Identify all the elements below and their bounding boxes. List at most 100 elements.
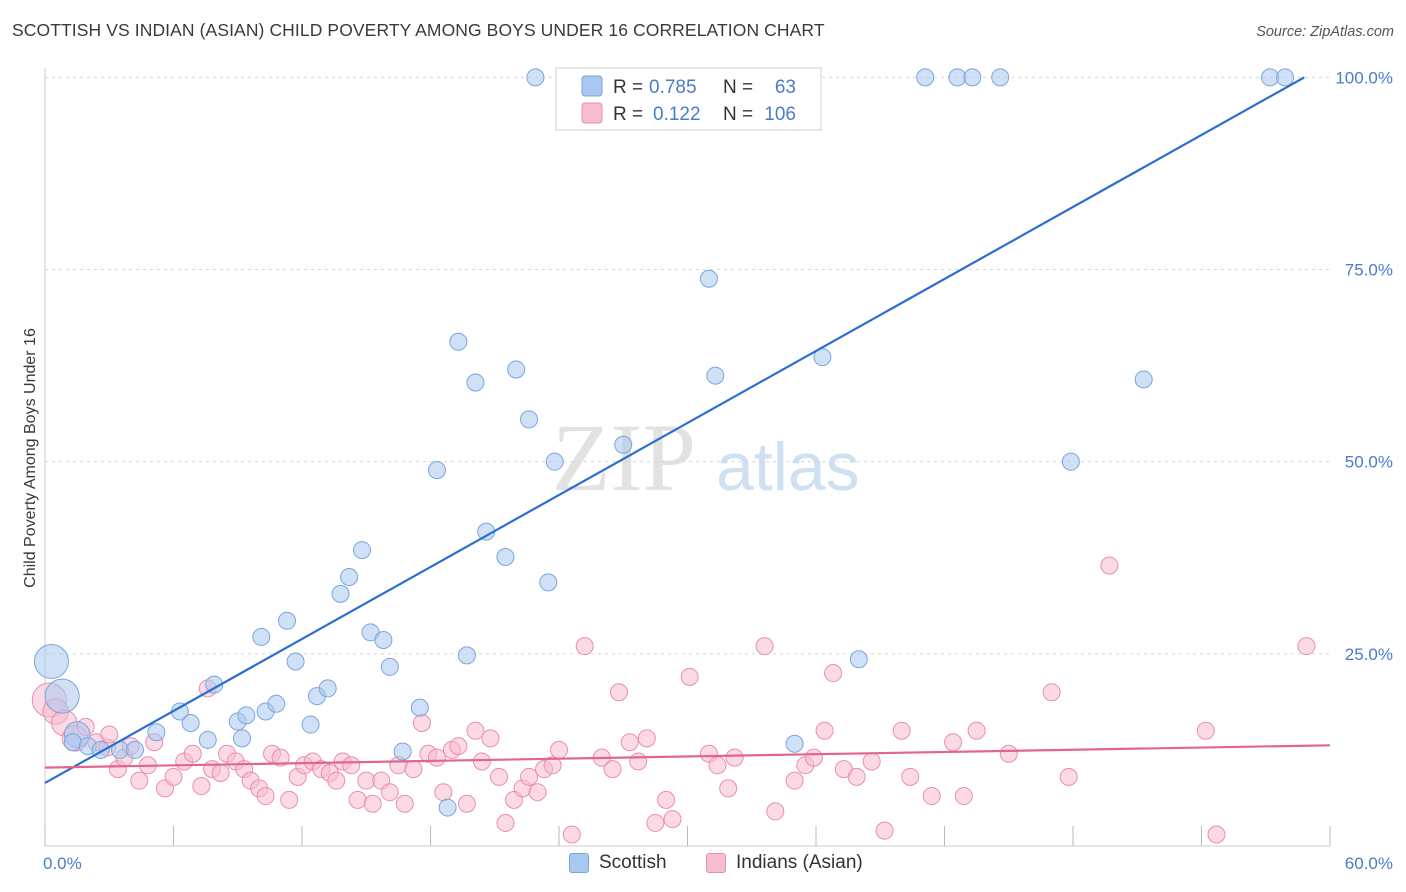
indian-point [427, 748, 446, 767]
scottish-point [318, 679, 337, 698]
indian-point [412, 714, 431, 733]
indian-point [380, 783, 399, 802]
indian-point [457, 794, 476, 813]
indian-point [528, 783, 547, 802]
legend-swatch-scottish [581, 75, 603, 97]
indian-point [967, 721, 986, 740]
indian-point [954, 787, 973, 806]
scottish-point [849, 650, 868, 669]
scottish-point [520, 410, 539, 429]
scottish-point [963, 68, 982, 87]
indian-point [520, 767, 539, 786]
indian-point [657, 790, 676, 809]
indian-point [543, 756, 562, 775]
scottish-point [457, 646, 476, 665]
scottish-point [340, 567, 359, 586]
scottish-point [125, 740, 144, 759]
scottish-point [438, 798, 457, 817]
indian-point [804, 748, 823, 767]
bottom-legend-swatch-scottish [569, 853, 589, 873]
scottish-point [147, 723, 166, 742]
scottish-point [1276, 68, 1295, 87]
indian-point [211, 763, 230, 782]
bottom-legend-scottish: Scottish [569, 852, 667, 874]
indian-point [550, 740, 568, 759]
scottish-point [374, 631, 393, 650]
indian-point [449, 737, 468, 756]
series-indian-points [31, 556, 1316, 844]
indian-point [999, 744, 1018, 763]
indian-point [562, 825, 581, 844]
scottish-point [466, 373, 485, 392]
y-tick-label: 75.0% [1345, 261, 1393, 280]
legend-r-value: 0.122 [653, 104, 701, 125]
legend-r-label: R = [613, 104, 643, 125]
bottom-legend-label-indian: Indians (Asian) [736, 852, 863, 873]
trend-lines [44, 76, 1331, 784]
y-tick-label: 100.0% [1335, 68, 1393, 87]
indian-point [719, 779, 738, 798]
legend-n-label: N = [723, 104, 753, 125]
indian-point [348, 790, 367, 809]
scottish-point [948, 68, 967, 87]
legend-r-value: 0.785 [649, 77, 697, 98]
indian-point [183, 744, 202, 763]
scottish-point [1261, 68, 1280, 87]
indian-point [404, 760, 423, 779]
x-tick-label: 60.0% [1345, 854, 1393, 873]
indian-point [490, 767, 509, 786]
scottish-point [63, 733, 82, 752]
y-tick-label: 25.0% [1345, 645, 1393, 664]
source-label: Source: ZipAtlas.com [1256, 24, 1394, 40]
scottish-point [237, 706, 256, 725]
legend-n-label: N = [723, 77, 753, 98]
indian-point [609, 683, 628, 702]
indian-point [708, 756, 727, 775]
y-tick-labels: 25.0% 50.0% 75.0% 100.0% [1335, 68, 1393, 663]
indian-point [164, 767, 183, 786]
indian-point [280, 790, 299, 809]
scottish-point [699, 269, 718, 288]
watermark: ZIP atlas [552, 404, 860, 511]
scottish-point [545, 452, 564, 471]
scottish-point [614, 435, 633, 454]
indian-point [755, 637, 774, 656]
indian-point [192, 777, 211, 796]
trend-line-scottish [44, 76, 1305, 784]
chart-title: SCOTTISH VS INDIAN (ASIAN) CHILD POVERTY… [12, 20, 825, 40]
legend-n-value: 106 [764, 104, 796, 125]
axes [44, 68, 1331, 847]
scottish-point [181, 714, 200, 733]
indian-point [1100, 556, 1119, 575]
indian-point [646, 813, 665, 832]
indian-point [824, 664, 843, 683]
indian-point [466, 721, 485, 740]
trend-line-indian [44, 744, 1331, 769]
indian-point [1207, 825, 1226, 844]
indian-point [766, 802, 785, 821]
indian-point [875, 821, 894, 840]
legend-swatch-indian [581, 102, 603, 124]
bottom-legend-indian: Indians (Asian) [706, 852, 863, 874]
scottish-point [427, 461, 446, 480]
indian-point [847, 767, 866, 786]
legend-n-value: 63 [775, 77, 796, 98]
indian-point [434, 783, 453, 802]
x-tick-label: 0.0% [43, 854, 82, 873]
bottom-legend-swatch-indian [706, 853, 726, 873]
scottish-point [507, 360, 526, 379]
scottish-point [706, 366, 725, 385]
scottish-point [785, 734, 804, 753]
scottish-point [449, 332, 468, 351]
grid [45, 76, 1330, 655]
indian-point [1059, 767, 1078, 786]
scottish-point [539, 573, 558, 592]
indian-point [892, 721, 911, 740]
scottish-point [380, 657, 399, 676]
indian-point [100, 725, 119, 744]
scottish-point [496, 547, 515, 566]
y-tick-label: 50.0% [1345, 453, 1393, 472]
indian-point [363, 794, 382, 813]
indian-point [922, 787, 941, 806]
